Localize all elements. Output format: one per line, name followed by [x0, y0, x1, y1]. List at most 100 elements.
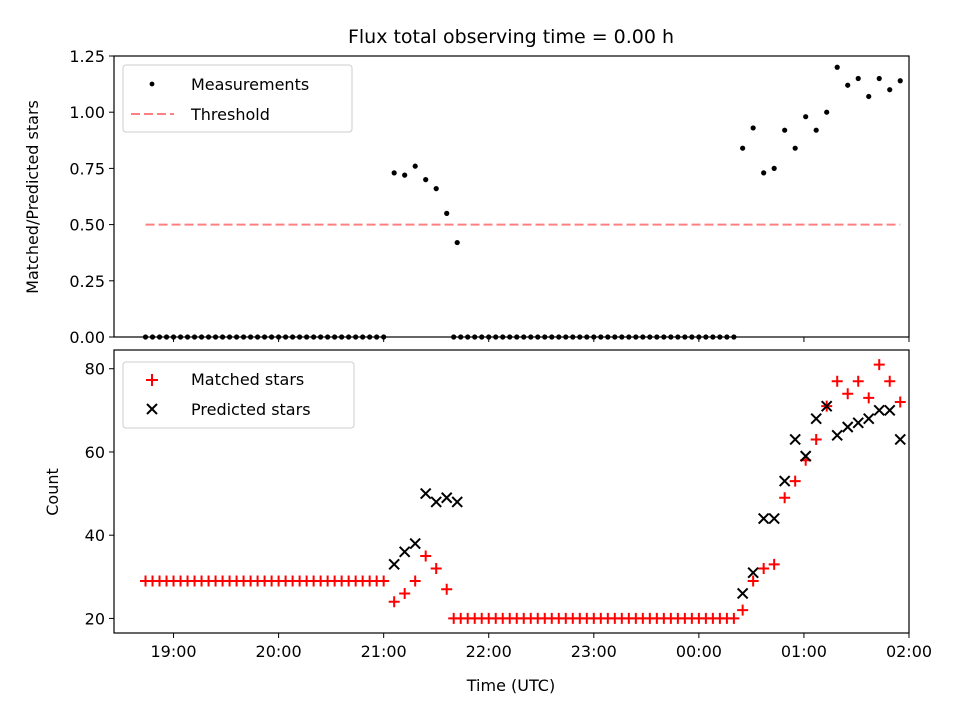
predicted-stars-point	[789, 433, 801, 446]
bottom-legend: Matched stars Predicted stars	[122, 361, 355, 429]
matched-stars-point	[852, 375, 864, 387]
bottom-plot-area	[140, 359, 906, 624]
matched-stars-point	[873, 359, 885, 371]
measurement-point	[412, 163, 418, 169]
predicted-stars-point	[747, 566, 759, 579]
measurement-point	[866, 93, 872, 100]
predicted-stars-point	[409, 537, 421, 550]
measurement-point	[782, 127, 788, 133]
predicted-stars-point	[810, 412, 822, 425]
x-tick-label: 00:00	[676, 642, 722, 661]
measurement-point	[444, 210, 450, 216]
top-y-tick-label: 1.00	[69, 103, 105, 122]
measurement-point	[803, 114, 809, 120]
matched-stars-point	[388, 596, 400, 608]
bottom-axes-frame	[113, 349, 910, 634]
legend-label-matched-stars: Matched stars	[191, 370, 304, 389]
top-y-axis-label: Matched/Predicted stars	[23, 100, 42, 294]
matched-stars-point	[399, 587, 411, 599]
bottom-chart: Count Time (UTC) 19:00 20:00 21:00 22:00 23:…	[43, 349, 932, 695]
predicted-stars-point	[430, 496, 442, 508]
matched-stars-point	[728, 612, 740, 624]
measurement-point	[433, 186, 439, 192]
matched-stars-point	[810, 433, 822, 445]
measurement-point	[897, 78, 903, 84]
predicted-stars-point	[419, 487, 432, 500]
matched-stars-point	[789, 475, 801, 487]
bottom-axis-ticks: 19:00 20:00 21:00 22:00 23:00 00:00 01:00 02:00…	[85, 360, 932, 661]
matched-stars-point	[863, 392, 875, 404]
predicted-stars-point	[852, 417, 864, 429]
x-tick-label: 02:00	[886, 642, 932, 661]
legend-label-threshold: Threshold	[190, 105, 270, 124]
legend-marker-matched-stars	[146, 374, 158, 386]
predicted-stars-point	[768, 512, 780, 525]
predicted-stars-point	[398, 546, 411, 558]
x-axis-label: Time (UTC)	[466, 676, 555, 695]
predicted-stars-point	[831, 429, 843, 442]
x-tick-label: 20:00	[256, 642, 302, 661]
top-legend: Measurements Threshold	[122, 64, 353, 133]
predicted-stars-point	[736, 587, 749, 600]
legend-marker-measurements	[149, 81, 155, 87]
measurement-point	[876, 75, 882, 82]
measurement-point	[834, 64, 840, 70]
matched-stars-point	[779, 492, 791, 504]
measurement-point	[391, 170, 397, 176]
measurement-point	[771, 165, 777, 171]
top-y-tick-label: 1.25	[69, 47, 105, 66]
matched-stars-point	[842, 388, 854, 400]
top-chart: Flux total observing time = 0.00 h Match…	[23, 26, 910, 347]
measurement-point	[887, 87, 893, 93]
bottom-y-tick-label: 20	[85, 609, 105, 628]
predicted-stars-point	[451, 496, 463, 508]
matched-stars-point	[747, 575, 759, 587]
matched-stars-point	[430, 562, 442, 574]
measurement-point	[813, 127, 819, 133]
top-axis-ticks: 0.00 0.25 0.50 0.75 1.00 1.25	[69, 47, 910, 347]
bottom-y-axis-label: Count	[43, 468, 62, 516]
x-tick-label: 23:00	[571, 642, 617, 661]
matched-stars-point	[420, 550, 432, 562]
predicted-stars-point	[863, 412, 875, 425]
measurement-point	[454, 239, 460, 246]
legend-marker-predicted-stars	[146, 403, 158, 415]
top-y-tick-label: 0.50	[69, 216, 105, 235]
measurement-point	[761, 170, 767, 176]
x-tick-label: 01:00	[781, 642, 827, 661]
matched-stars-point	[884, 375, 896, 387]
predicted-stars-point	[388, 558, 400, 571]
top-y-tick-label: 0.75	[69, 159, 105, 178]
matched-stars-point	[758, 562, 770, 574]
legend-label-predicted-stars: Predicted stars	[191, 400, 311, 419]
matched-stars-point	[894, 396, 906, 408]
x-tick-label: 19:00	[150, 642, 196, 661]
predicted-stars-point	[757, 512, 770, 525]
measurement-point	[423, 177, 429, 183]
legend-label-measurements: Measurements	[191, 75, 309, 94]
matched-stars-point	[768, 558, 780, 570]
predicted-stars-point	[894, 433, 906, 446]
matched-stars-point	[831, 375, 843, 387]
matched-stars-point	[441, 583, 453, 595]
top-legend-box	[122, 64, 353, 133]
bottom-y-tick-label: 60	[85, 443, 105, 462]
top-axes-frame	[113, 55, 910, 338]
top-y-tick-label: 0.25	[69, 272, 105, 291]
measurement-point	[845, 82, 851, 88]
x-tick-label: 21:00	[361, 642, 407, 661]
predicted-stars-point	[820, 400, 833, 412]
bottom-y-tick-label: 40	[85, 526, 105, 545]
predicted-stars-point	[441, 492, 453, 504]
predicted-stars-point	[884, 404, 896, 417]
bottom-legend-box	[122, 361, 355, 429]
predicted-stars-point	[842, 421, 854, 433]
measurement-point	[855, 75, 861, 82]
x-tick-label: 22:00	[466, 642, 512, 661]
matched-stars-point	[409, 575, 421, 587]
measurement-point	[824, 109, 830, 115]
predicted-stars-point	[873, 404, 885, 417]
predicted-stars-point	[778, 475, 791, 487]
bottom-y-tick-label: 80	[85, 360, 105, 379]
